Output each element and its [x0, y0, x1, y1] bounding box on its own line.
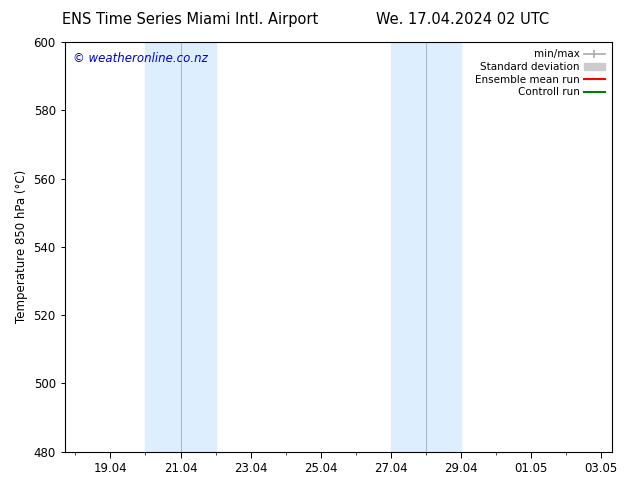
Y-axis label: Temperature 850 hPa (°C): Temperature 850 hPa (°C) [15, 170, 28, 323]
Text: ENS Time Series Miami Intl. Airport: ENS Time Series Miami Intl. Airport [62, 12, 318, 27]
Bar [391, 42, 461, 452]
Legend: min/max, Standard deviation, Ensemble mean run, Controll run: min/max, Standard deviation, Ensemble me… [473, 47, 607, 99]
Text: We. 17.04.2024 02 UTC: We. 17.04.2024 02 UTC [376, 12, 550, 27]
Text: © weatheronline.co.nz: © weatheronline.co.nz [73, 52, 208, 65]
Bar [145, 42, 216, 452]
